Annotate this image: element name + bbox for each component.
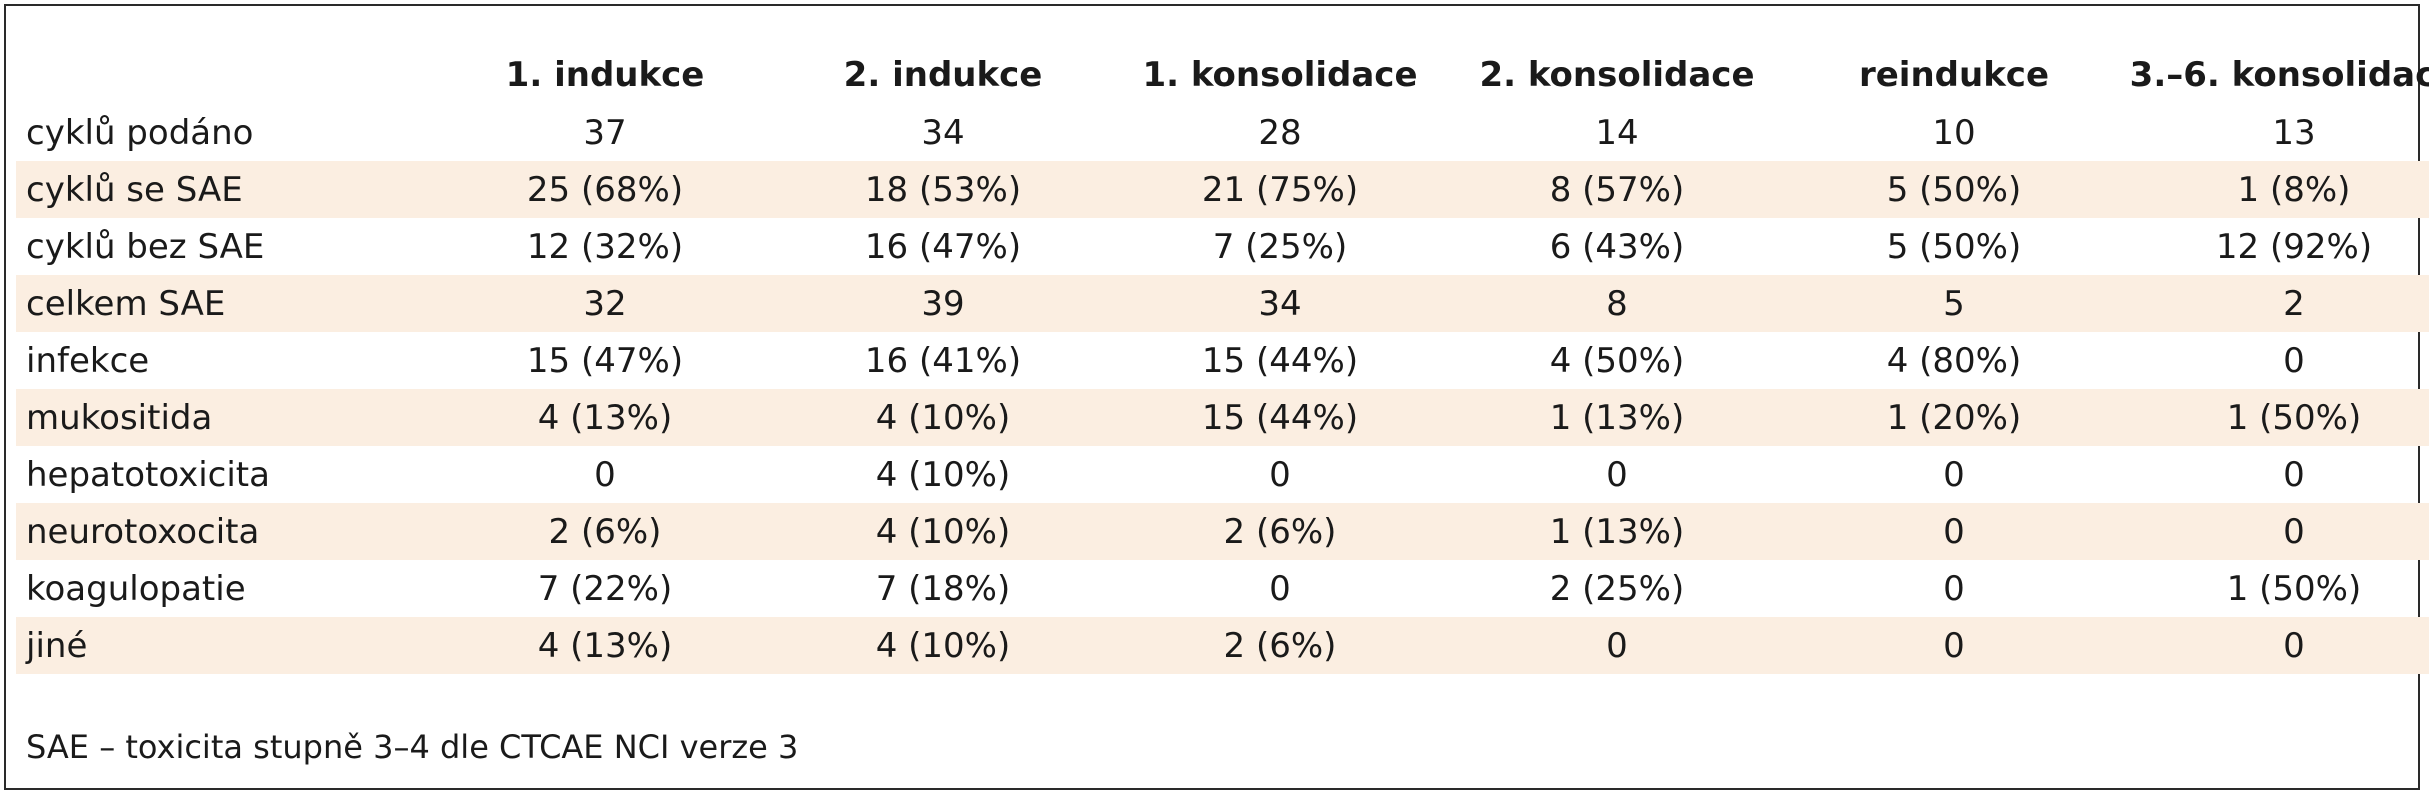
table-cell: 0 [1606,454,1628,495]
table-cell: 25 (68%) [436,161,774,218]
row-label: mukositida [16,389,436,446]
table-footnote: SAE – toxicita stupně 3–4 dle CTCAE NCI … [26,728,799,766]
table-cell: 39 [774,275,1112,332]
table-cell: 0 [1269,454,1291,495]
table-cell: 4 (13%) [436,617,774,674]
table-cell: 2 (6%) [1112,617,1448,674]
header-cell: reindukce [1858,55,2050,95]
table-cell: 5 [1786,275,2122,332]
table-cell: 4 (10%) [774,503,1112,560]
table-cell: 16 (41%) [864,340,1022,381]
table-cell: 1 (13%) [1448,389,1786,446]
table-cell: 1 (50%) [2122,389,2429,446]
row-label: koagulopatie [26,568,246,609]
table-cell: 0 [2122,617,2429,674]
table-cell: 0 [2122,503,2429,560]
table-cell: 4 (13%) [436,389,774,446]
table-cell: 0 [1786,617,2122,674]
table-cell: 0 [1786,503,2122,560]
table-cell: 12 (92%) [2215,226,2373,267]
table-cell: 4 (10%) [774,617,1112,674]
table-cell: 0 [2283,454,2305,495]
table-cell: 1 (20%) [1786,389,2122,446]
table-cell: 4 (10%) [875,454,1011,495]
table-cell: 0 [1269,568,1291,609]
table-cell: 6 (43%) [1549,226,1685,267]
table-cell: 2 (6%) [436,503,774,560]
table-cell: 21 (75%) [1112,161,1448,218]
table-cell: 13 [2272,112,2316,153]
table-row: cyklů se SAE 25 (68%) 18 (53%) 21 (75%) … [16,161,2429,218]
header-cell: 2. konsolidace [1479,55,1755,95]
table-cell: 2 (25%) [1549,568,1685,609]
row-label: neurotoxocita [16,503,436,560]
table-cell: 37 [583,112,627,153]
table-cell: 12 (32%) [526,226,684,267]
table-cell: 18 (53%) [774,161,1112,218]
table-cell: 34 [1112,275,1448,332]
table-cell: 7 (25%) [1212,226,1348,267]
header-cell: 2. indukce [843,55,1043,95]
table-cell: 16 (47%) [864,226,1022,267]
table-cell: 32 [436,275,774,332]
table-row: koagulopatie 7 (22%) 7 (18%) 0 2 (25%) 0… [16,560,2429,617]
header-cell-corner [16,46,436,104]
table-cell: 7 (22%) [537,568,673,609]
table-cell: 10 [1932,112,1976,153]
row-label: celkem SAE [16,275,436,332]
table-cell: 1 (8%) [2122,161,2429,218]
table-row: hepatotoxicita 0 4 (10%) 0 0 0 0 [16,446,2429,503]
table-row: cyklů podáno 37 34 28 14 10 13 [16,104,2429,161]
header-row: 1. indukce 2. indukce 1. konsolidace 2. … [16,46,2429,104]
table-cell: 0 [2283,340,2305,381]
table-row: celkem SAE 32 39 34 8 5 2 [16,275,2429,332]
table-cell: 15 (44%) [1201,340,1359,381]
table-row: jiné 4 (13%) 4 (10%) 2 (6%) 0 0 0 [16,617,2429,674]
table-cell: 2 [2122,275,2429,332]
row-label: infekce [26,340,150,381]
table-cell: 0 [1943,568,1965,609]
table-cell: 5 (50%) [1786,161,2122,218]
table-row: neurotoxocita 2 (6%) 4 (10%) 2 (6%) 1 (1… [16,503,2429,560]
table-cell: 34 [921,112,965,153]
table-cell: 8 (57%) [1448,161,1786,218]
row-label: cyklů podáno [26,112,254,153]
table-cell: 8 [1448,275,1786,332]
table-row: infekce 15 (47%) 16 (41%) 15 (44%) 4 (50… [16,332,2429,389]
table-cell: 28 [1258,112,1302,153]
table-cell: 0 [1448,617,1786,674]
table-cell: 7 (18%) [875,568,1011,609]
table-cell: 1 (13%) [1448,503,1786,560]
row-label: cyklů se SAE [16,161,436,218]
table-row: mukositida 4 (13%) 4 (10%) 15 (44%) 1 (1… [16,389,2429,446]
table-cell: 4 (50%) [1549,340,1685,381]
table-cell: 1 (50%) [2226,568,2362,609]
row-label: hepatotoxicita [26,454,270,495]
table-cell: 2 (6%) [1112,503,1448,560]
header-cell: 3.–6. konsolidace [2129,55,2429,95]
row-label: cyklů bez SAE [26,226,265,267]
table-cell: 0 [594,454,616,495]
table-row: cyklů bez SAE 12 (32%) 16 (47%) 7 (25%) … [16,218,2429,275]
table-cell: 4 (10%) [774,389,1112,446]
table-cell: 4 (80%) [1886,340,2022,381]
table-cell: 14 [1595,112,1639,153]
data-table: 1. indukce 2. indukce 1. konsolidace 2. … [16,46,2429,674]
table-cell: 15 (44%) [1112,389,1448,446]
table-frame: 1. indukce 2. indukce 1. konsolidace 2. … [4,4,2429,790]
header-cell: 1. indukce [505,55,705,95]
table-cell: 5 (50%) [1886,226,2022,267]
table-cell: 15 (47%) [526,340,684,381]
row-label: jiné [16,617,436,674]
table-cell: 0 [1943,454,1965,495]
header-cell: 1. konsolidace [1142,55,1418,95]
